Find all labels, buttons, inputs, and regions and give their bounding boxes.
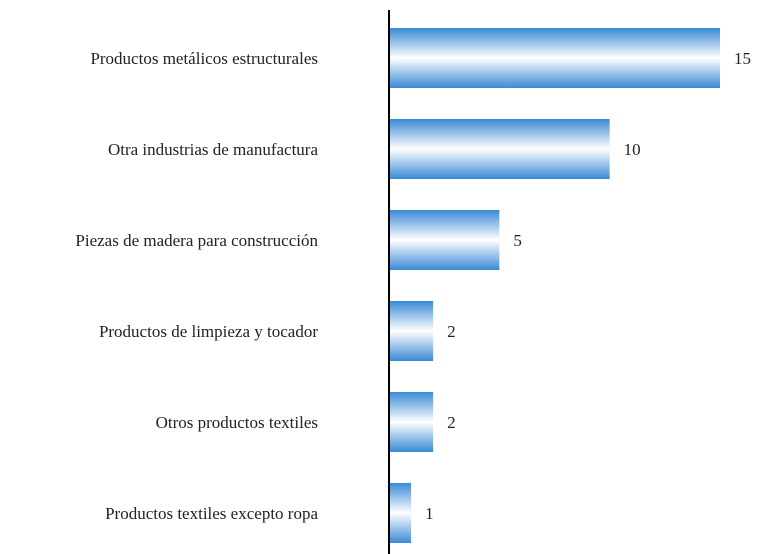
category-label: Productos de limpieza y tocador	[99, 322, 318, 341]
value-label: 2	[447, 322, 456, 341]
category-label: Otra industrias de manufactura	[108, 140, 319, 159]
bar	[389, 301, 434, 361]
value-label: 15	[734, 49, 751, 68]
category-label: Productos textiles excepto ropa	[105, 504, 318, 523]
category-label: Otros productos textiles	[156, 413, 318, 432]
category-label: Piezas de madera para construcción	[75, 231, 318, 250]
value-label: 10	[624, 140, 641, 159]
bar	[389, 483, 412, 543]
value-label: 1	[425, 504, 434, 523]
value-label: 2	[447, 413, 456, 432]
bar	[389, 210, 500, 270]
category-label: Productos metálicos estructurales	[90, 49, 318, 68]
bar	[389, 392, 434, 452]
bar	[389, 119, 610, 179]
bar	[389, 28, 720, 88]
value-label: 5	[513, 231, 522, 250]
